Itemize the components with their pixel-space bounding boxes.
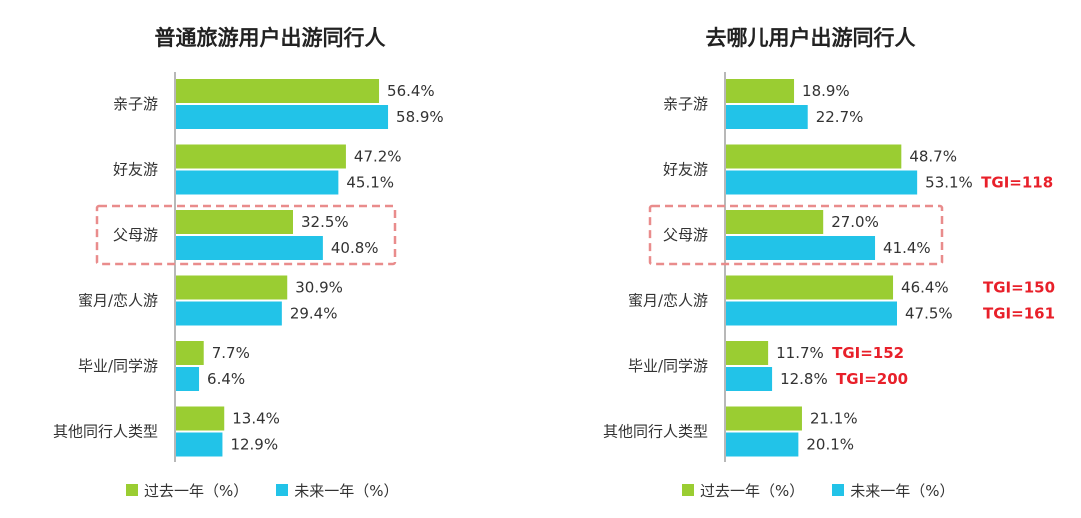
tgi-annotation: TGI=161: [983, 305, 1055, 323]
bar-past: [726, 406, 802, 431]
bar-future: [726, 432, 799, 457]
data-label-future: 12.8%: [780, 370, 828, 388]
bar-future: [176, 105, 389, 129]
tgi-annotation: TGI=152: [832, 344, 904, 362]
left-chart-panel: 普通旅游用户出游同行人 亲子游 56.4% 58.9% 好友游 47.2% 45.1% 父母…: [0, 0, 540, 518]
highlight-box: [95, 204, 397, 266]
data-label-past: 56.4%: [387, 82, 435, 100]
data-label-past: 18.9%: [802, 82, 850, 100]
bar-future: [176, 432, 223, 457]
left-bar-chart: 亲子游 56.4% 58.9% 好友游 47.2% 45.1% 父母游 32.5% 40.8% 蜜…: [53, 72, 444, 462]
category-label: 其他同行人类型: [53, 423, 158, 441]
legend-label-past: 过去一年（%）: [144, 481, 249, 500]
tgi-annotation: TGI=200: [836, 370, 908, 388]
legend-item-future: 未来一年（%）: [832, 480, 955, 501]
bar-past: [176, 341, 204, 365]
data-label-past: 21.1%: [810, 410, 858, 428]
category-label: 好友游: [663, 161, 708, 179]
chart-title: 普通旅游用户出游同行人: [154, 26, 386, 50]
data-label-past: 48.7%: [909, 148, 957, 166]
bar-future: [726, 105, 808, 129]
bar-past: [726, 79, 795, 103]
tgi-annotation: TGI=118: [981, 174, 1053, 192]
bar-past: [726, 275, 894, 300]
data-label-past: 47.2%: [354, 148, 402, 166]
legend-swatch-past: [682, 484, 694, 496]
tgi-annotation: TGI=150: [983, 279, 1055, 297]
bar-future: [176, 236, 323, 260]
bar-future: [176, 367, 200, 391]
data-label-future: 45.1%: [346, 174, 394, 192]
data-label-future: 12.9%: [230, 436, 278, 454]
bar-past: [176, 79, 380, 103]
legend-item-past: 过去一年（%）: [682, 480, 804, 501]
category-label: 父母游: [113, 226, 158, 244]
bar-past: [726, 341, 769, 365]
category-label: 父母游: [663, 226, 708, 244]
data-label-past: 11.7%: [776, 344, 824, 362]
bar-future: [726, 301, 897, 326]
legend: 过去一年（%） 未来一年（%）: [682, 478, 955, 502]
data-label-past: 27.0%: [831, 213, 879, 231]
legend-swatch-future: [276, 484, 289, 496]
legend-label-future: 未来一年（%）: [850, 481, 955, 500]
category-label: 亲子游: [663, 95, 708, 113]
legend-label-future: 未来一年（%）: [294, 481, 399, 500]
category-label: 毕业/同学游: [78, 357, 158, 375]
right-bar-chart: 亲子游 18.9% 22.7% 好友游 48.7% 53.1% TGI=118 父母游 27.0…: [603, 72, 1055, 462]
bar-past: [726, 144, 902, 169]
data-label-future: 41.4%: [883, 239, 931, 257]
legend-item-future: 未来一年（%）: [276, 480, 399, 501]
bar-past: [176, 406, 225, 431]
bar-future: [726, 236, 876, 260]
data-label-future: 22.7%: [816, 108, 864, 126]
data-label-past: 46.4%: [901, 279, 949, 297]
right-chart-panel: 去哪儿用户出游同行人 亲子游 18.9% 22.7% 好友游 48.7% 53.1% TGI…: [540, 0, 1081, 518]
data-label-future: 29.4%: [290, 305, 338, 323]
data-label-future: 47.5%: [905, 305, 953, 323]
category-label: 亲子游: [113, 95, 158, 113]
data-label-future: 20.1%: [806, 436, 854, 454]
category-label: 毕业/同学游: [628, 357, 708, 375]
bar-future: [726, 367, 773, 391]
bar-future: [726, 170, 918, 195]
legend-label-past: 过去一年（%）: [700, 481, 805, 500]
legend-swatch-past: [126, 484, 138, 496]
data-label-past: 7.7%: [212, 344, 250, 362]
chart-title: 去哪儿用户出游同行人: [705, 26, 916, 50]
data-label-future: 40.8%: [331, 239, 379, 257]
legend: 过去一年（%） 未来一年（%）: [126, 478, 399, 502]
bar-past: [176, 275, 288, 300]
legend-swatch-future: [832, 484, 845, 496]
category-label: 其他同行人类型: [603, 423, 708, 441]
data-label-future: 58.9%: [396, 108, 444, 126]
bar-past: [176, 144, 346, 169]
category-label: 好友游: [113, 161, 158, 179]
legend-item-past: 过去一年（%）: [126, 480, 248, 501]
category-label: 蜜月/恋人游: [78, 292, 158, 310]
data-label-future: 6.4%: [207, 370, 245, 388]
bar-past: [176, 210, 293, 234]
data-label-future: 53.1%: [925, 174, 973, 192]
data-label-past: 30.9%: [295, 279, 343, 297]
data-label-past: 32.5%: [301, 213, 349, 231]
bar-future: [176, 301, 282, 326]
data-label-past: 13.4%: [232, 410, 280, 428]
category-label: 蜜月/恋人游: [628, 292, 708, 310]
bar-future: [176, 170, 339, 195]
highlight-box: [648, 204, 944, 266]
bar-past: [726, 210, 824, 234]
